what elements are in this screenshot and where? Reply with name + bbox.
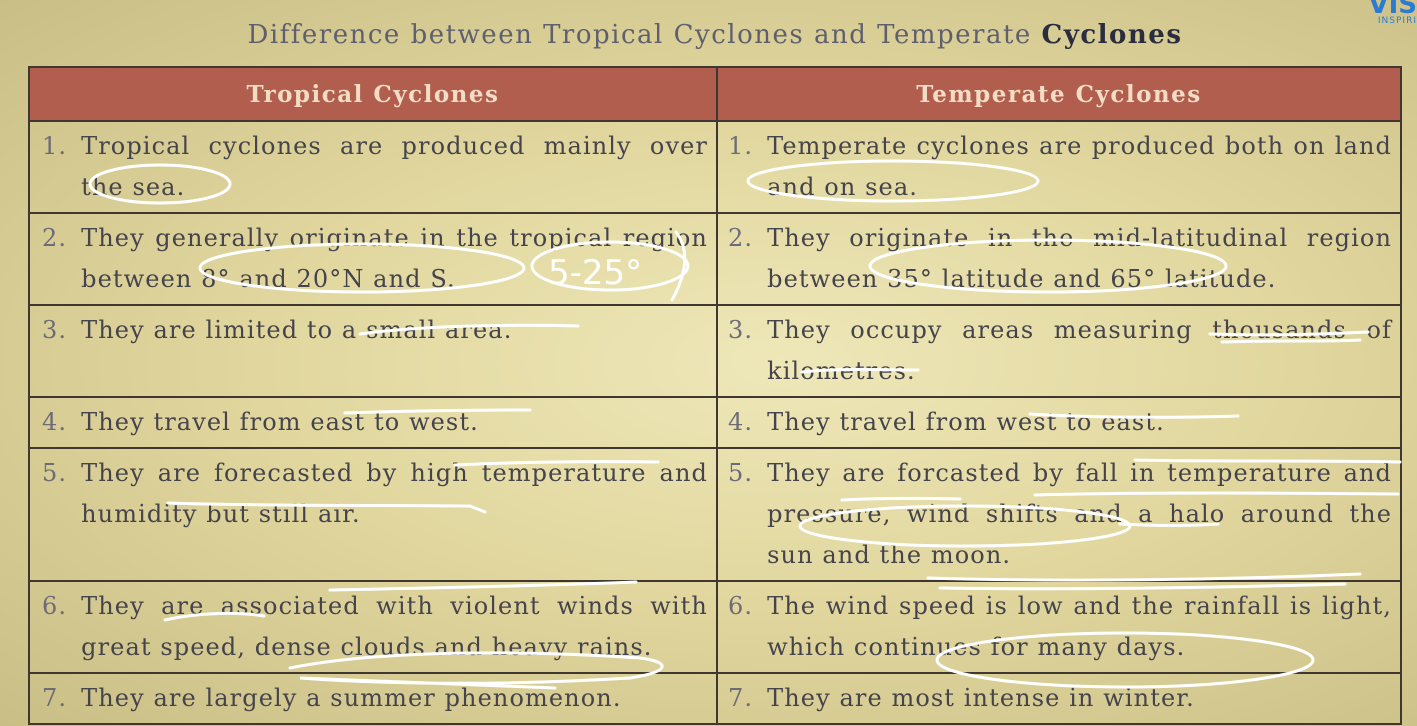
item-number: 6.	[42, 592, 68, 620]
comparison-table: Tropical Cyclones Temperate Cyclones 1. T…	[28, 66, 1402, 725]
item-text: They are forecasted by high temperature …	[81, 459, 708, 528]
item-number: 3.	[42, 316, 68, 344]
item-text: They are most intense in winter.	[767, 684, 1195, 712]
item-text: They travel from east to west.	[81, 408, 479, 436]
table-row: 1. Tropical cyclones are produced mainly …	[28, 120, 1402, 214]
item-number: 1.	[728, 132, 754, 160]
item-text: They occupy areas measuring thousands of…	[767, 316, 1392, 385]
item-text: They are largely a summer phenomenon.	[81, 684, 622, 712]
item-number: 7.	[42, 684, 68, 712]
page-title: Difference between Tropical Cyclones and…	[0, 20, 1417, 50]
table-row: 6. They are associated with violent winds…	[28, 580, 1402, 674]
item-number: 2.	[42, 224, 68, 252]
item-text: They originate in the mid-latitudinal re…	[767, 224, 1392, 293]
cell-tropical: 6. They are associated with violent winds…	[28, 580, 718, 674]
cell-tropical: 5. They are forecasted by high temperatur…	[28, 447, 718, 582]
cell-temperate: 1. Temperate cyclones are produced both o…	[716, 120, 1402, 214]
item-number: 5.	[728, 459, 754, 487]
item-text: They are associated with violent winds w…	[81, 592, 708, 661]
brand-logo-text: VIS	[1368, 0, 1417, 20]
item-text: Temperate cyclones are produced both on …	[767, 132, 1392, 201]
cell-tropical: 3. They are limited to a small area.	[28, 304, 718, 398]
item-number: 4.	[42, 408, 68, 436]
table-row: 4. They travel from east to west. 4. They …	[28, 396, 1402, 449]
item-text: They are limited to a small area.	[81, 316, 513, 344]
cell-tropical: 1. Tropical cyclones are produced mainly …	[28, 120, 718, 214]
item-number: 4.	[728, 408, 754, 436]
brand-logo: VIS INSPIRI	[1347, 0, 1417, 26]
cell-temperate: 7. They are most intense in winter.	[716, 672, 1402, 725]
header-temperate: Temperate Cyclones	[716, 66, 1402, 122]
header-tropical: Tropical Cyclones	[28, 66, 718, 122]
cell-tropical: 2. They generally originate in the tropic…	[28, 212, 718, 306]
table-row: 2. They generally originate in the tropic…	[28, 212, 1402, 306]
cell-temperate: 2. They originate in the mid-latitudinal …	[716, 212, 1402, 306]
item-number: 7.	[728, 684, 754, 712]
item-text: They are forcasted by fall in temperatur…	[767, 459, 1392, 569]
item-number: 3.	[728, 316, 754, 344]
brand-logo-subtext: INSPIRI	[1377, 16, 1417, 26]
cell-temperate: 4. They travel from west to east.	[716, 396, 1402, 449]
table-header-row: Tropical Cyclones Temperate Cyclones	[28, 66, 1402, 122]
table-row: 5. They are forecasted by high temperatur…	[28, 447, 1402, 582]
item-text: They generally originate in the tropical…	[81, 224, 708, 293]
item-number: 5.	[42, 459, 68, 487]
cell-tropical: 7. They are largely a summer phenomenon.	[28, 672, 718, 725]
cell-temperate: 3. They occupy areas measuring thousands …	[716, 304, 1402, 398]
table-row: 3. They are limited to a small area. 3. Th…	[28, 304, 1402, 398]
item-number: 6.	[728, 592, 754, 620]
item-number: 1.	[42, 132, 68, 160]
table-row: 7. They are largely a summer phenomenon. …	[28, 672, 1402, 725]
cell-temperate: 6. The wind speed is low and the rainfall…	[716, 580, 1402, 674]
title-part-1: Difference between Tropical Cyclones and…	[247, 20, 1042, 50]
item-number: 2.	[728, 224, 754, 252]
item-text: The wind speed is low and the rainfall i…	[767, 592, 1392, 661]
title-part-2: Cyclones	[1041, 20, 1183, 50]
item-text: Tropical cyclones are produced mainly ov…	[81, 132, 708, 201]
cell-temperate: 5. They are forcasted by fall in temperat…	[716, 447, 1402, 582]
item-text: They travel from west to east.	[767, 408, 1165, 436]
cell-tropical: 4. They travel from east to west.	[28, 396, 718, 449]
